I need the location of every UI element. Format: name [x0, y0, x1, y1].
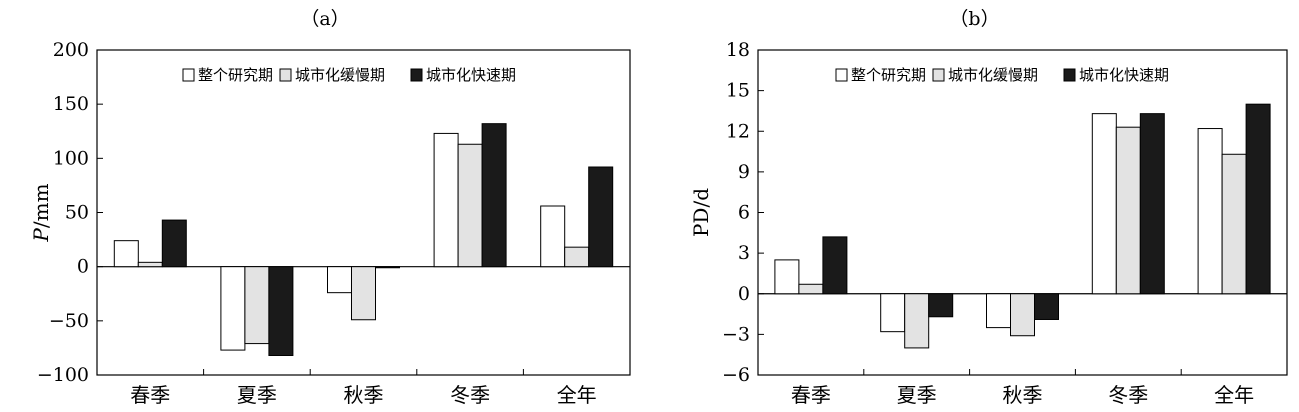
y-tick-label-b: 15	[726, 80, 750, 102]
y-axis-label-a: P/mm	[29, 183, 53, 242]
bar-b-s0-c2	[986, 293, 1011, 329]
y-tick-label-a: 100	[53, 147, 89, 169]
legend-swatch-a-2	[410, 68, 423, 82]
bar-a-s0-c1	[220, 266, 246, 351]
legend-label-b-1: 城市化缓慢期	[948, 66, 1038, 84]
bar-b-s2-c1	[928, 293, 954, 318]
bar-a-s1-c2	[351, 266, 376, 321]
x-category-label-a: 春季	[130, 383, 170, 407]
legend-label-a-2: 城市化快速期	[426, 66, 516, 84]
bar-b-s1-c0	[798, 283, 824, 295]
bar-b-s0-c0	[774, 259, 800, 295]
bar-a-s0-c2	[327, 266, 352, 294]
bar-a-s1-c4	[564, 246, 590, 268]
y-tick-label-a: 200	[53, 39, 89, 61]
bar-a-s1-c1	[244, 266, 270, 345]
x-category-label-a: 全年	[557, 383, 597, 407]
y-tick-label-b: −6	[722, 364, 750, 386]
y-tick-label-a: 0	[77, 256, 89, 278]
legend-swatch-a-0	[182, 68, 195, 82]
chart-panel-a: （a） −100 −50 0 50 100 150 200 春季 夏季 秋季 冬季 全年 整个研究期 城市…	[29, 8, 631, 407]
bar-a-s1-c0	[137, 261, 163, 268]
y-axis-label-unit-a: /mm	[29, 183, 53, 228]
legend-label-b-0: 整个研究期	[851, 66, 926, 84]
y-tick-label-a: −50	[49, 310, 89, 332]
legend-label-a-1: 城市化缓慢期	[295, 66, 385, 84]
bar-b-s1-c3	[1115, 126, 1141, 295]
chart-a-svg: −100 −50 0 50 100 150 200 春季 夏季 秋季 冬季 全年 整个研究期 城市化缓慢期…	[29, 39, 631, 407]
y-tick-label-b: 3	[738, 242, 750, 264]
y-tick-label-b: −3	[722, 323, 750, 345]
bar-a-s2-c2	[375, 266, 400, 269]
x-category-label-a: 冬季	[450, 383, 490, 407]
legend-label-b-2: 城市化快速期	[1079, 66, 1169, 84]
bar-a-s0-c4	[540, 205, 566, 268]
y-tick-label-a: 150	[53, 93, 89, 115]
chart-b-svg: −6 −3 0 3 6 9 12 15 18 春季 夏季 秋季 冬季 全年 整个研究期 城市化缓慢期 城市化快速…	[689, 39, 1288, 407]
bar-a-s0-c0	[113, 240, 139, 268]
y-tick-label-a: −100	[37, 364, 89, 386]
chart-panel-b: （b） −6 −3 0 3 6 9 12 15 18 春季 夏季 秋季 冬季 全年 整个研究期 城市化缓慢期 城…	[650, 0, 1299, 412]
x-category-label-a: 夏季	[237, 383, 277, 407]
y-tick-label-b: 6	[738, 202, 750, 224]
bar-b-s0-c1	[880, 293, 906, 333]
bar-a-s2-c3	[481, 123, 507, 268]
legend-swatch-b-1	[932, 68, 945, 82]
x-category-label-b: 秋季	[1003, 383, 1043, 407]
bar-b-s1-c4	[1221, 153, 1247, 295]
y-tick-label-b: 18	[726, 39, 750, 61]
x-category-label-b: 夏季	[897, 383, 937, 407]
bar-b-s0-c4	[1197, 128, 1223, 295]
bar-b-s2-c3	[1139, 113, 1165, 295]
y-tick-label-b: 12	[726, 120, 750, 142]
bar-a-s2-c1	[268, 266, 294, 356]
x-category-label-b: 春季	[791, 383, 831, 407]
legend-swatch-a-1	[279, 68, 292, 82]
x-category-label-b: 全年	[1214, 383, 1254, 407]
bar-a-s2-c0	[161, 219, 187, 268]
legend-swatch-b-0	[835, 68, 848, 82]
bar-b-s0-c3	[1091, 113, 1117, 295]
legend-swatch-b-2	[1063, 68, 1076, 82]
bar-b-s2-c2	[1034, 293, 1059, 320]
bar-b-s1-c2	[1010, 293, 1035, 337]
y-tick-label-a: 50	[65, 202, 89, 224]
bar-b-s1-c1	[904, 293, 930, 349]
panel-label-a: （a）	[300, 8, 350, 30]
bar-a-s1-c3	[457, 143, 483, 268]
panel-label-b: （b）	[949, 8, 1000, 30]
bar-a-s0-c3	[433, 132, 459, 268]
bar-b-s2-c4	[1245, 103, 1271, 295]
bar-a-s2-c4	[588, 166, 614, 268]
x-category-label-a: 秋季	[344, 383, 384, 407]
x-category-label-b: 冬季	[1108, 383, 1148, 407]
y-axis-label-b: PD/d	[689, 188, 713, 237]
y-tick-label-b: 9	[738, 161, 750, 183]
y-tick-label-b: 0	[738, 283, 750, 305]
legend-label-a-0: 整个研究期	[198, 66, 273, 84]
bar-b-s2-c0	[822, 236, 848, 295]
y-axis-label-italic-a: P	[29, 228, 53, 243]
